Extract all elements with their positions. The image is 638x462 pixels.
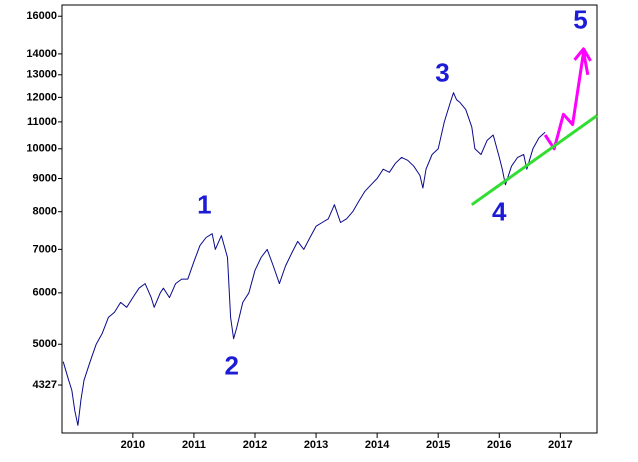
y-tick-label: 11000 [27, 116, 57, 128]
plot-frame [61, 4, 598, 434]
y-tick-label: 4327 [33, 379, 57, 391]
y-tick-label: 9000 [33, 172, 57, 184]
x-tick-label: 2014 [365, 439, 390, 451]
y-tick-label: 12000 [26, 91, 57, 103]
y-tick-label: 5000 [33, 338, 57, 350]
y-tick-label: 6000 [33, 287, 57, 299]
y-tick-label: 14000 [26, 48, 57, 60]
wave-label: 3 [435, 58, 449, 88]
x-tick-label: 2011 [182, 439, 206, 451]
wave-label: 1 [197, 189, 211, 219]
x-tick-label: 2016 [487, 439, 511, 451]
x-tick-label: 2017 [548, 439, 572, 451]
y-tick-label: 8000 [33, 206, 57, 218]
wave-label: 5 [573, 4, 587, 34]
series-line [62, 92, 546, 426]
y-tick-label: 7000 [33, 243, 57, 255]
wave-label: 2 [225, 351, 239, 381]
y-tick-label: 16000 [26, 10, 57, 22]
x-tick-label: 2013 [304, 439, 328, 451]
arrowhead [573, 47, 592, 62]
x-tick-label: 2010 [121, 439, 145, 451]
x-tick-label: 2015 [426, 439, 450, 451]
series-line [470, 114, 598, 206]
x-tick-label: 2012 [243, 439, 267, 451]
y-tick-label: 10000 [26, 143, 57, 155]
wave-label: 4 [492, 196, 507, 226]
y-tick-label: 13000 [26, 69, 57, 81]
